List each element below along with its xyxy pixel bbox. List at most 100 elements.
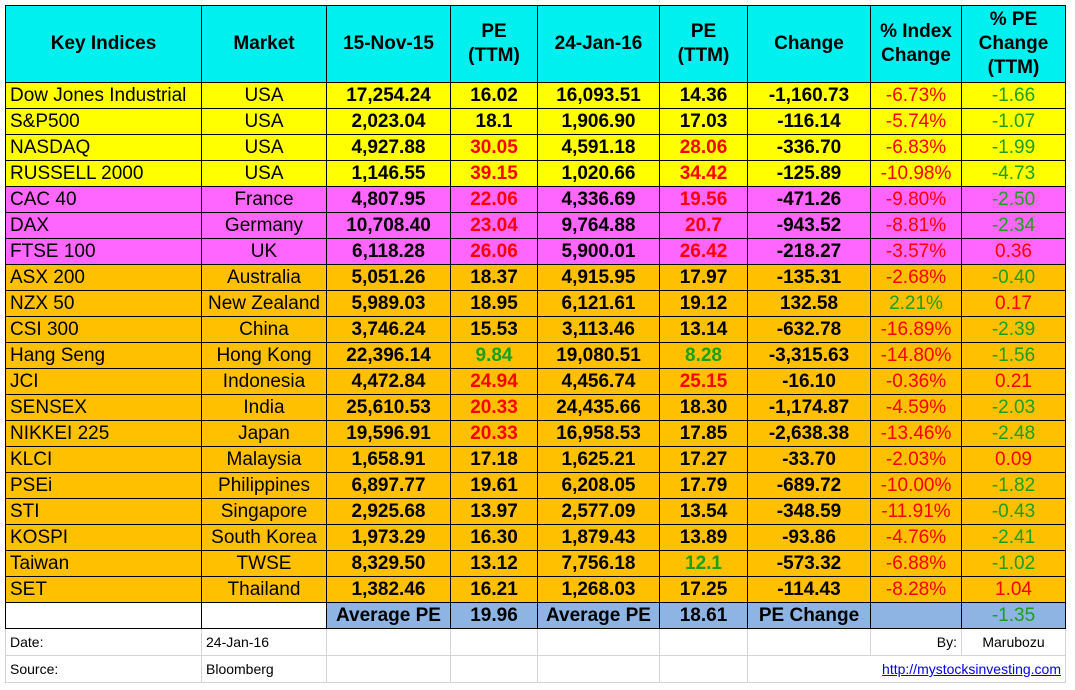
- pe-24-jan: 13.14: [659, 316, 748, 343]
- pe-24-jan: 17.79: [659, 472, 748, 499]
- by-label: By:: [870, 628, 962, 656]
- spreadsheet: Key Indices Market 15-Nov-15 PE (TTM) 24…: [5, 5, 1066, 683]
- date-label: Date:: [5, 628, 202, 656]
- website-link[interactable]: http://mystocksinvesting.com: [747, 655, 1066, 683]
- footer-empty-cell: [537, 628, 660, 656]
- market-name: India: [201, 394, 327, 421]
- pe-24-jan: 25.15: [659, 368, 748, 395]
- value-15-nov: 2,925.68: [326, 498, 451, 525]
- market-name: New Zealand: [201, 290, 327, 317]
- value-24-jan: 6,208.05: [537, 472, 660, 499]
- index-change-pct: -10.00%: [870, 472, 962, 499]
- footer-empty-cell: [747, 628, 871, 656]
- market-name: Australia: [201, 264, 327, 291]
- pe-change: -1.56: [961, 342, 1066, 369]
- table-row: KOSPI South Korea 1,973.29 16.30 1,879.43 13.…: [5, 524, 1066, 551]
- table-row: KLCI Malaysia 1,658.91 17.18 1,625.21 17.27 -3…: [5, 446, 1066, 473]
- index-change: -114.43: [747, 576, 871, 603]
- pe-15-nov: 16.21: [450, 576, 538, 603]
- pe-change: -1.07: [961, 108, 1066, 135]
- market-name: France: [201, 186, 327, 213]
- market-name: Malaysia: [201, 446, 327, 473]
- index-change-pct: -0.36%: [870, 368, 962, 395]
- index-change-pct: -8.28%: [870, 576, 962, 603]
- value-24-jan: 16,958.53: [537, 420, 660, 447]
- index-name: DAX: [5, 212, 202, 239]
- index-change: -116.14: [747, 108, 871, 135]
- header-pe-1: PE (TTM): [450, 5, 538, 83]
- pe-15-nov: 20.33: [450, 394, 538, 421]
- index-change: -336.70: [747, 134, 871, 161]
- pe-change: 0.21: [961, 368, 1066, 395]
- avg-pe-value-2: 18.61: [659, 602, 748, 629]
- index-change: -573.32: [747, 550, 871, 577]
- pe-change: -1.66: [961, 82, 1066, 109]
- market-name: Hong Kong: [201, 342, 327, 369]
- index-change-pct: -2.03%: [870, 446, 962, 473]
- index-change-pct: -9.80%: [870, 186, 962, 213]
- pe-change-value: -1.35: [961, 602, 1066, 629]
- value-24-jan: 1,268.03: [537, 576, 660, 603]
- table-row: PSEi Philippines 6,897.77 19.61 6,208.05 17.7…: [5, 472, 1066, 499]
- footer-empty-cell: [450, 655, 538, 683]
- header-key-indices: Key Indices: [5, 5, 202, 83]
- index-name: SET: [5, 576, 202, 603]
- value-15-nov: 1,382.46: [326, 576, 451, 603]
- header-date-1: 15-Nov-15: [326, 5, 451, 83]
- index-change: -471.26: [747, 186, 871, 213]
- market-name: Philippines: [201, 472, 327, 499]
- pe-24-jan: 17.85: [659, 420, 748, 447]
- avg-blank-2: [201, 602, 327, 629]
- index-name: CAC 40: [5, 186, 202, 213]
- pe-15-nov: 39.15: [450, 160, 538, 187]
- value-24-jan: 2,577.09: [537, 498, 660, 525]
- value-15-nov: 1,658.91: [326, 446, 451, 473]
- pe-change: 0.17: [961, 290, 1066, 317]
- value-24-jan: 3,113.46: [537, 316, 660, 343]
- value-15-nov: 10,708.40: [326, 212, 451, 239]
- pe-24-jan: 17.27: [659, 446, 748, 473]
- pe-change: -2.39: [961, 316, 1066, 343]
- pe-24-jan: 28.06: [659, 134, 748, 161]
- pe-24-jan: 12.1: [659, 550, 748, 577]
- index-change-pct: -3.57%: [870, 238, 962, 265]
- table-row: SET Thailand 1,382.46 16.21 1,268.03 17.25 -11…: [5, 576, 1066, 603]
- market-name: TWSE: [201, 550, 327, 577]
- footer-empty-cell: [450, 628, 538, 656]
- pe-24-jan: 18.30: [659, 394, 748, 421]
- index-change-pct: -6.83%: [870, 134, 962, 161]
- index-change: -93.86: [747, 524, 871, 551]
- value-24-jan: 1,625.21: [537, 446, 660, 473]
- footer-empty-cell: [326, 655, 451, 683]
- market-name: Singapore: [201, 498, 327, 525]
- pe-15-nov: 23.04: [450, 212, 538, 239]
- index-change: -125.89: [747, 160, 871, 187]
- index-change-pct: -4.76%: [870, 524, 962, 551]
- value-24-jan: 6,121.61: [537, 290, 660, 317]
- value-15-nov: 2,023.04: [326, 108, 451, 135]
- value-24-jan: 4,591.18: [537, 134, 660, 161]
- value-15-nov: 25,610.53: [326, 394, 451, 421]
- index-change: -16.10: [747, 368, 871, 395]
- value-24-jan: 4,336.69: [537, 186, 660, 213]
- value-24-jan: 4,456.74: [537, 368, 660, 395]
- value-24-jan: 5,900.01: [537, 238, 660, 265]
- pe-15-nov: 18.95: [450, 290, 538, 317]
- index-change-pct: -6.73%: [870, 82, 962, 109]
- index-name: SENSEX: [5, 394, 202, 421]
- index-name: S&P500: [5, 108, 202, 135]
- index-change: -2,638.38: [747, 420, 871, 447]
- pe-change: -1.02: [961, 550, 1066, 577]
- pe-change: 1.04: [961, 576, 1066, 603]
- pe-24-jan: 34.42: [659, 160, 748, 187]
- market-name: Indonesia: [201, 368, 327, 395]
- index-change: -1,160.73: [747, 82, 871, 109]
- pe-15-nov: 13.12: [450, 550, 538, 577]
- index-change-pct: -2.68%: [870, 264, 962, 291]
- index-change-pct: -5.74%: [870, 108, 962, 135]
- pe-15-nov: 18.37: [450, 264, 538, 291]
- index-change: -218.27: [747, 238, 871, 265]
- value-24-jan: 9,764.88: [537, 212, 660, 239]
- value-24-jan: 1,906.90: [537, 108, 660, 135]
- index-change-pct: -16.89%: [870, 316, 962, 343]
